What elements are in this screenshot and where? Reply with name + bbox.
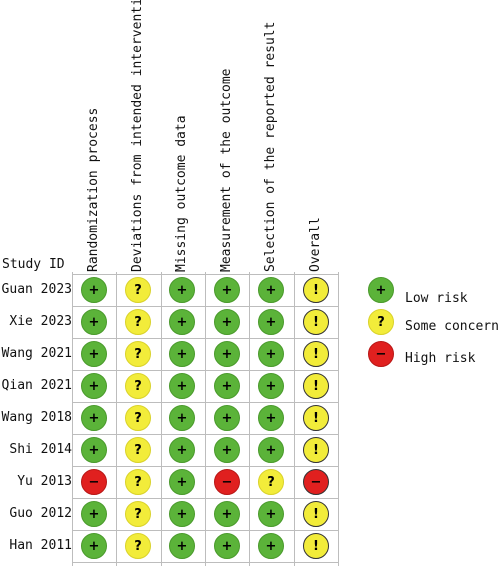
grid-vline — [161, 272, 162, 566]
grid-hline — [72, 274, 338, 275]
grid-vline — [116, 272, 117, 566]
legend-label: High risk — [405, 351, 476, 366]
judgement-low: + — [169, 341, 195, 367]
study-id-header: Study ID — [2, 257, 65, 272]
study-label: Yu 2013 — [17, 474, 72, 489]
judgement-low: + — [214, 405, 240, 431]
judgement-high: − — [214, 469, 240, 495]
study-label: Guan 2023 — [1, 282, 72, 297]
grid-vline — [338, 272, 339, 566]
grid-vline — [294, 272, 295, 566]
grid-vline — [205, 272, 206, 566]
judgement-low: + — [81, 277, 107, 303]
judgement-high: − — [81, 469, 107, 495]
judgement-some: ? — [125, 405, 151, 431]
grid-hline — [72, 306, 338, 307]
judgement-low: + — [81, 533, 107, 559]
domain-header: Randomization process — [86, 107, 101, 272]
judgement-low: + — [169, 469, 195, 495]
judgement-low: + — [81, 405, 107, 431]
judgement-some: ? — [125, 341, 151, 367]
judgement-low: + — [258, 501, 284, 527]
study-label: Han 2011 — [9, 538, 72, 553]
judgement-low: + — [169, 309, 195, 335]
overall-judgement-some: ! — [303, 405, 329, 431]
judgement-low: + — [81, 341, 107, 367]
judgement-low: + — [214, 437, 240, 463]
domain-header: Deviations from intended interventions — [130, 0, 145, 272]
domain-header: Measurement of the outcome — [219, 68, 234, 273]
overall-judgement-some: ! — [303, 373, 329, 399]
judgement-low: + — [258, 277, 284, 303]
overall-judgement-high: − — [303, 469, 329, 495]
judgement-low: + — [81, 501, 107, 527]
grid-hline — [72, 370, 338, 371]
study-label: Wang 2021 — [1, 346, 72, 361]
judgement-low: + — [258, 309, 284, 335]
grid-hline — [72, 562, 338, 563]
judgement-some: ? — [125, 469, 151, 495]
grid-hline — [72, 338, 338, 339]
study-label: Shi 2014 — [9, 442, 72, 457]
judgement-low: + — [81, 309, 107, 335]
judgement-low: + — [169, 437, 195, 463]
legend-swatch-low: + — [368, 277, 394, 303]
judgement-low: + — [258, 533, 284, 559]
judgement-some: ? — [125, 437, 151, 463]
grid-hline — [72, 498, 338, 499]
grid-vline — [72, 272, 73, 566]
overall-judgement-some: ! — [303, 309, 329, 335]
legend-swatch-high: − — [368, 341, 394, 367]
judgement-low: + — [169, 501, 195, 527]
overall-judgement-some: ! — [303, 341, 329, 367]
judgement-some: ? — [125, 501, 151, 527]
judgement-low: + — [258, 405, 284, 431]
judgement-low: + — [169, 533, 195, 559]
legend-swatch-some: ? — [368, 309, 394, 335]
judgement-low: + — [169, 277, 195, 303]
judgement-some: ? — [258, 469, 284, 495]
judgement-low: + — [214, 341, 240, 367]
legend-label: Some concerns — [405, 319, 498, 334]
study-label: Xie 2023 — [9, 314, 72, 329]
grid-hline — [72, 530, 338, 531]
judgement-some: ? — [125, 277, 151, 303]
legend-label: Low risk — [405, 291, 468, 306]
grid-hline — [72, 434, 338, 435]
overall-judgement-some: ! — [303, 277, 329, 303]
judgement-some: ? — [125, 309, 151, 335]
grid-hline — [72, 402, 338, 403]
judgement-low: + — [214, 501, 240, 527]
judgement-some: ? — [125, 373, 151, 399]
domain-header: Overall — [308, 217, 323, 272]
judgement-low: + — [169, 373, 195, 399]
judgement-low: + — [258, 341, 284, 367]
judgement-low: + — [214, 309, 240, 335]
domain-header: Missing outcome data — [174, 115, 189, 272]
judgement-low: + — [214, 277, 240, 303]
judgement-low: + — [214, 533, 240, 559]
judgement-low: + — [258, 437, 284, 463]
grid-vline — [249, 272, 250, 566]
study-label: Qian 2021 — [1, 378, 72, 393]
study-label: Guo 2012 — [9, 506, 72, 521]
judgement-low: + — [258, 373, 284, 399]
grid-hline — [72, 466, 338, 467]
judgement-low: + — [169, 405, 195, 431]
overall-judgement-some: ! — [303, 437, 329, 463]
judgement-some: ? — [125, 533, 151, 559]
judgement-low: + — [214, 373, 240, 399]
judgement-low: + — [81, 373, 107, 399]
overall-judgement-some: ! — [303, 501, 329, 527]
overall-judgement-some: ! — [303, 533, 329, 559]
study-label: Wang 2018 — [1, 410, 72, 425]
domain-header: Selection of the reported result — [263, 21, 278, 272]
judgement-low: + — [81, 437, 107, 463]
